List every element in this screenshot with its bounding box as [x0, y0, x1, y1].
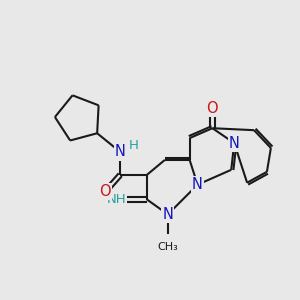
Text: H: H	[129, 139, 139, 152]
Text: O: O	[207, 101, 218, 116]
Text: N: N	[229, 136, 240, 151]
Text: N: N	[192, 177, 203, 192]
Text: N: N	[162, 207, 173, 222]
Text: N: N	[115, 145, 126, 160]
Text: NH: NH	[106, 193, 126, 206]
Text: O: O	[100, 184, 111, 199]
Text: CH₃: CH₃	[158, 242, 178, 252]
